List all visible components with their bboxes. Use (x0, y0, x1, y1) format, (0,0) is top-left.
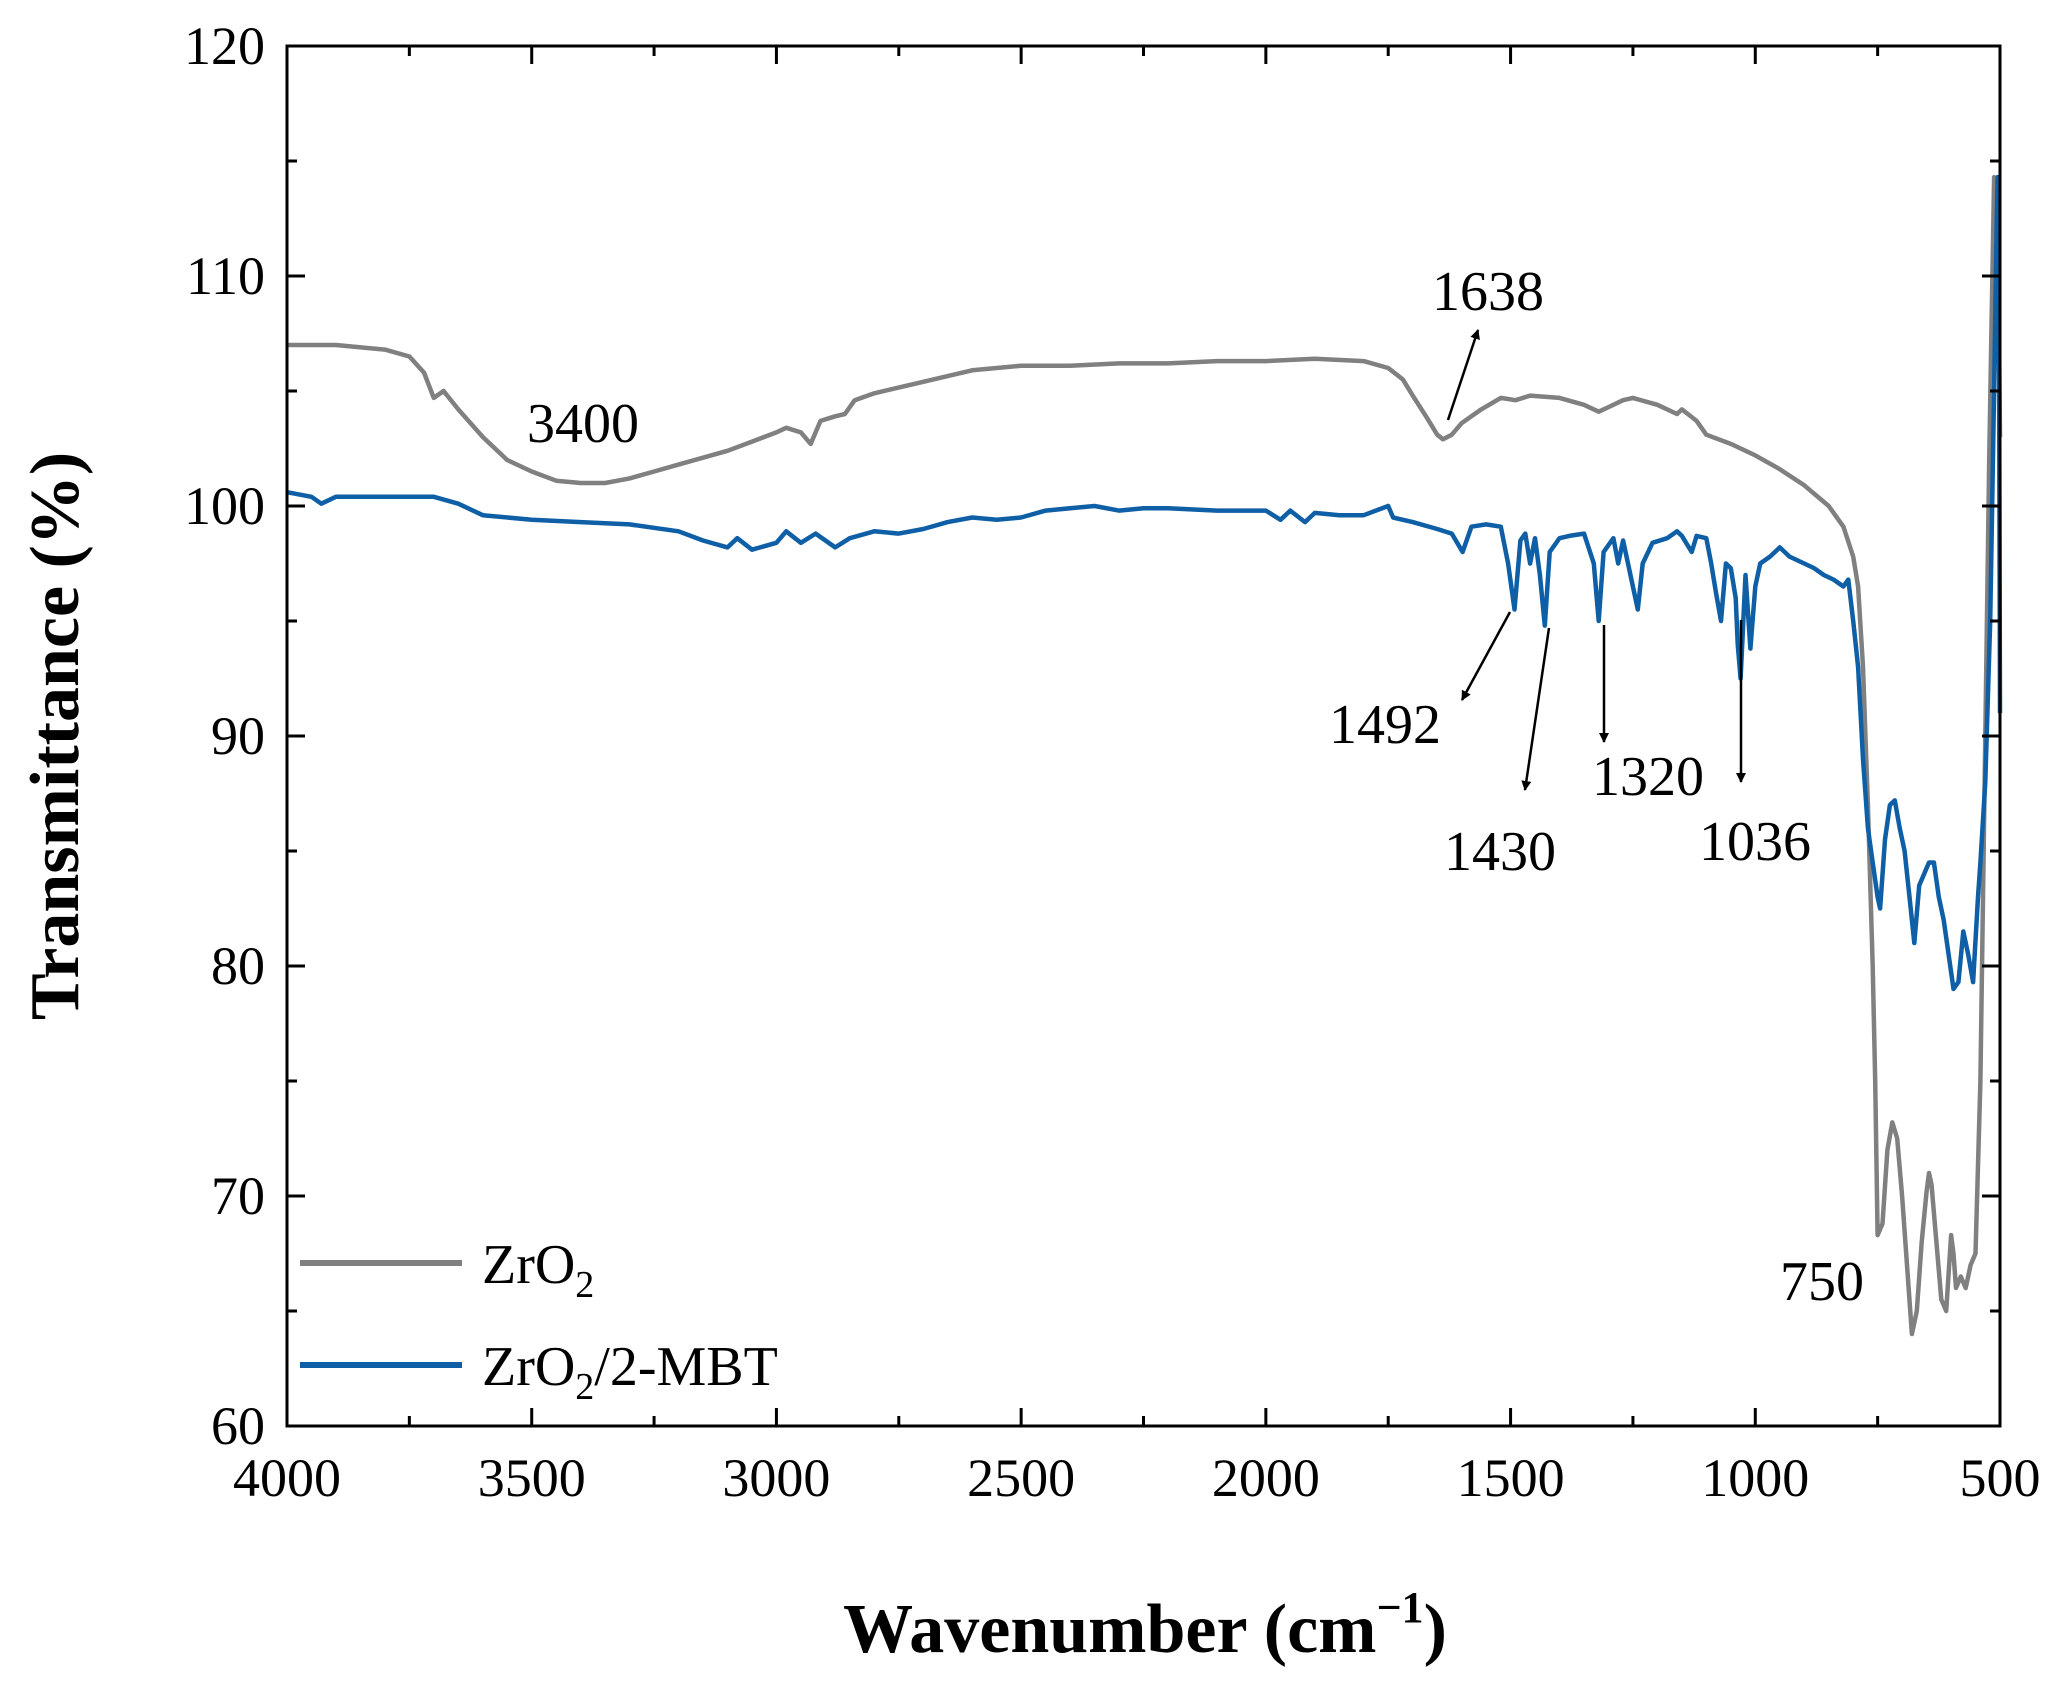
y-axis-title: Transmittance (%) (17, 452, 94, 1020)
annotation-1492: 1492 (1329, 694, 1441, 756)
y-tick-label-60: 60 (211, 1396, 265, 1456)
y-tick-label-90: 90 (211, 706, 265, 766)
x-tick-label-2500: 2500 (967, 1448, 1075, 1508)
annotation-3400: 3400 (527, 393, 639, 455)
x-axis-title: Wavenumber (cm−1) (843, 1583, 1447, 1668)
series-line-0 (287, 174, 2003, 1337)
series-layer (286, 174, 2003, 1337)
y-tick-label-120: 120 (184, 16, 265, 76)
axes-layer: 4000 3500 3000 2500 2000 1500 1000 500 60 70 80 90 1… (184, 16, 2041, 1508)
x-tick-label-500: 500 (1960, 1448, 2041, 1508)
x-tick-label-3500: 3500 (478, 1448, 586, 1508)
annotation-arrow-1638 (1446, 329, 1480, 421)
y-tick-label-80: 80 (211, 936, 265, 996)
annotation-1320: 1320 (1592, 746, 1704, 808)
annotation-1430: 1430 (1444, 821, 1556, 883)
x-tick-label-3000: 3000 (722, 1448, 830, 1508)
y-tick-label-110: 110 (186, 246, 265, 306)
x-tick-label-1500: 1500 (1457, 1448, 1565, 1508)
y-tick-label-70: 70 (211, 1166, 265, 1226)
x-axis-title-close: ) (1424, 1591, 1447, 1668)
legend: ZrO2 ZrO2/2-MBT (300, 1234, 778, 1408)
x-tick-label-2000: 2000 (1212, 1448, 1320, 1508)
x-tick-label-1000: 1000 (1701, 1448, 1809, 1508)
legend-label-0: ZrO2 (482, 1234, 594, 1306)
annotation-750: 750 (1780, 1251, 1864, 1313)
x-axis-title-main: Wavenumber (cm (843, 1591, 1376, 1668)
x-axis-title-sup: −1 (1376, 1583, 1423, 1632)
annotation-1638: 1638 (1432, 261, 1544, 323)
y-tick-label-100: 100 (184, 476, 265, 536)
plot-frame (285, 44, 2002, 1428)
x-tick-label-4000: 4000 (233, 1448, 341, 1508)
annotation-arrow-1492 (1460, 611, 1512, 701)
annotation-1036: 1036 (1699, 811, 1811, 873)
series-line-1 (286, 174, 2003, 992)
annotation-arrow-1430 (1521, 627, 1551, 791)
legend-label-1: ZrO2/2-MBT (482, 1336, 778, 1408)
